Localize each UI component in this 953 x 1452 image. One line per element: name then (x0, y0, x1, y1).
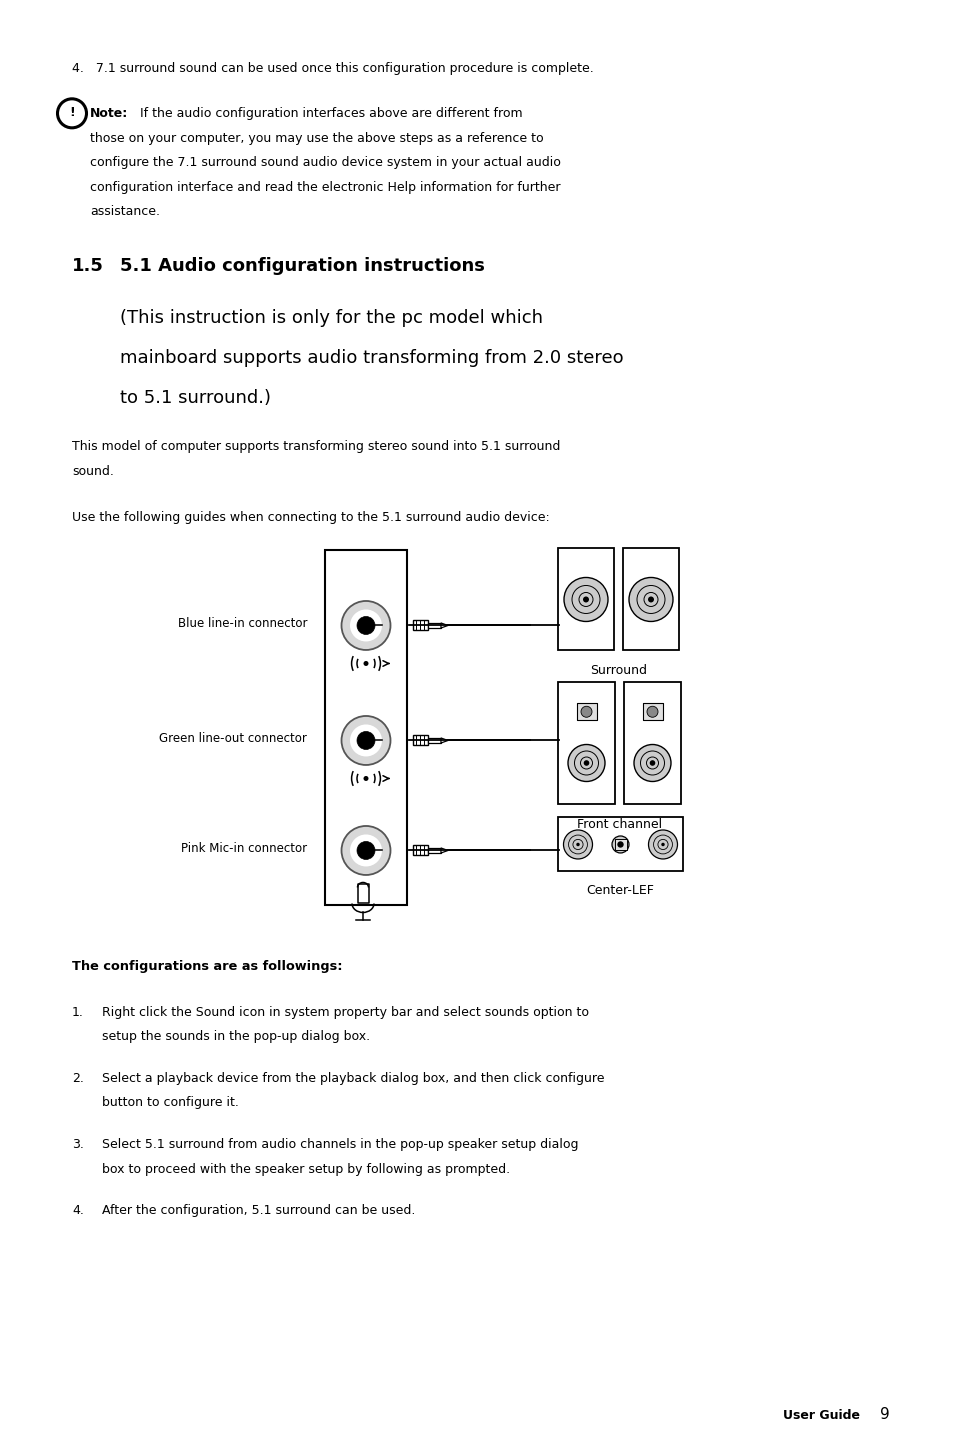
Circle shape (580, 706, 592, 717)
Bar (614, 839, 626, 849)
Bar (428, 848, 440, 852)
Text: Green line-out connector: Green line-out connector (159, 732, 307, 745)
Text: After the configuration, 5.1 surround can be used.: After the configuration, 5.1 surround ca… (102, 1204, 415, 1217)
Circle shape (582, 597, 588, 603)
Bar (622, 549, 679, 650)
Text: 9: 9 (880, 1407, 889, 1422)
Text: User Guide: User Guide (782, 1408, 859, 1422)
Text: Front channel: Front channel (577, 819, 661, 832)
Text: If the audio configuration interfaces above are different from: If the audio configuration interfaces ab… (136, 107, 522, 121)
Circle shape (647, 597, 654, 603)
Text: 3.: 3. (71, 1138, 84, 1151)
Text: assistance.: assistance. (90, 205, 160, 218)
Text: to 5.1 surround.): to 5.1 surround.) (120, 389, 271, 407)
Text: Note:: Note: (90, 107, 128, 121)
Circle shape (363, 661, 368, 666)
Bar (558, 817, 682, 871)
Text: button to configure it.: button to configure it. (102, 1096, 238, 1109)
Circle shape (646, 706, 658, 717)
Circle shape (363, 775, 368, 781)
Bar (641, 703, 661, 720)
Text: Surround: Surround (589, 665, 646, 678)
Polygon shape (440, 848, 448, 852)
Circle shape (617, 841, 623, 848)
Circle shape (563, 831, 592, 860)
Bar (428, 623, 440, 627)
Circle shape (350, 610, 381, 642)
Bar (558, 549, 614, 650)
Circle shape (341, 716, 390, 765)
Circle shape (634, 745, 670, 781)
Text: The configurations are as followings:: The configurations are as followings: (71, 960, 342, 973)
Bar (576, 703, 596, 720)
Polygon shape (440, 623, 448, 627)
Circle shape (660, 842, 664, 847)
Circle shape (356, 617, 375, 635)
Circle shape (576, 842, 579, 847)
Text: those on your computer, you may use the above steps as a reference to: those on your computer, you may use the … (90, 132, 543, 145)
Text: sound.: sound. (71, 465, 113, 478)
Text: 4.: 4. (71, 1204, 84, 1217)
Bar (325, 550, 407, 906)
Text: 1.5: 1.5 (71, 257, 104, 274)
Circle shape (648, 831, 677, 860)
Bar (428, 738, 440, 743)
Circle shape (612, 836, 628, 852)
Circle shape (563, 578, 607, 621)
Circle shape (356, 842, 375, 860)
Text: configure the 7.1 surround sound audio device system in your actual audio: configure the 7.1 surround sound audio d… (90, 157, 560, 170)
Circle shape (350, 725, 381, 756)
Circle shape (341, 826, 390, 876)
Circle shape (341, 601, 390, 650)
Polygon shape (440, 738, 448, 743)
Bar (413, 620, 428, 630)
Text: mainboard supports audio transforming from 2.0 stereo: mainboard supports audio transforming fr… (120, 348, 623, 367)
Text: (This instruction is only for the pc model which: (This instruction is only for the pc mod… (120, 309, 542, 327)
Circle shape (583, 761, 589, 765)
Text: Use the following guides when connecting to the 5.1 surround audio device:: Use the following guides when connecting… (71, 511, 549, 524)
Text: Pink Mic-in connector: Pink Mic-in connector (181, 842, 307, 855)
Bar (558, 682, 615, 804)
Text: Center-LEF: Center-LEF (586, 884, 654, 897)
Circle shape (628, 578, 672, 621)
Text: 4.   7.1 surround sound can be used once this configuration procedure is complet: 4. 7.1 surround sound can be used once t… (71, 62, 593, 76)
Text: Right click the Sound icon in system property bar and select sounds option to: Right click the Sound icon in system pro… (102, 1006, 588, 1019)
Bar (413, 736, 428, 745)
Text: Blue line-in connector: Blue line-in connector (177, 617, 307, 630)
Text: configuration interface and read the electronic Help information for further: configuration interface and read the ele… (90, 182, 560, 193)
Bar (623, 682, 680, 804)
Bar (413, 845, 428, 855)
Circle shape (567, 745, 604, 781)
Text: This model of computer supports transforming stereo sound into 5.1 surround: This model of computer supports transfor… (71, 440, 559, 453)
Text: Select 5.1 surround from audio channels in the pop-up speaker setup dialog: Select 5.1 surround from audio channels … (102, 1138, 578, 1151)
Text: 2.: 2. (71, 1072, 84, 1085)
Bar (357, 884, 368, 903)
Circle shape (356, 732, 375, 749)
Circle shape (350, 835, 381, 867)
Text: 5.1 Audio configuration instructions: 5.1 Audio configuration instructions (120, 257, 484, 274)
Text: !: ! (69, 106, 74, 119)
Text: Select a playback device from the playback dialog box, and then click configure: Select a playback device from the playba… (102, 1072, 604, 1085)
Circle shape (649, 761, 655, 765)
Text: 1.: 1. (71, 1006, 84, 1019)
Text: box to proceed with the speaker setup by following as prompted.: box to proceed with the speaker setup by… (102, 1163, 510, 1176)
Text: setup the sounds in the pop-up dialog box.: setup the sounds in the pop-up dialog bo… (102, 1031, 370, 1044)
